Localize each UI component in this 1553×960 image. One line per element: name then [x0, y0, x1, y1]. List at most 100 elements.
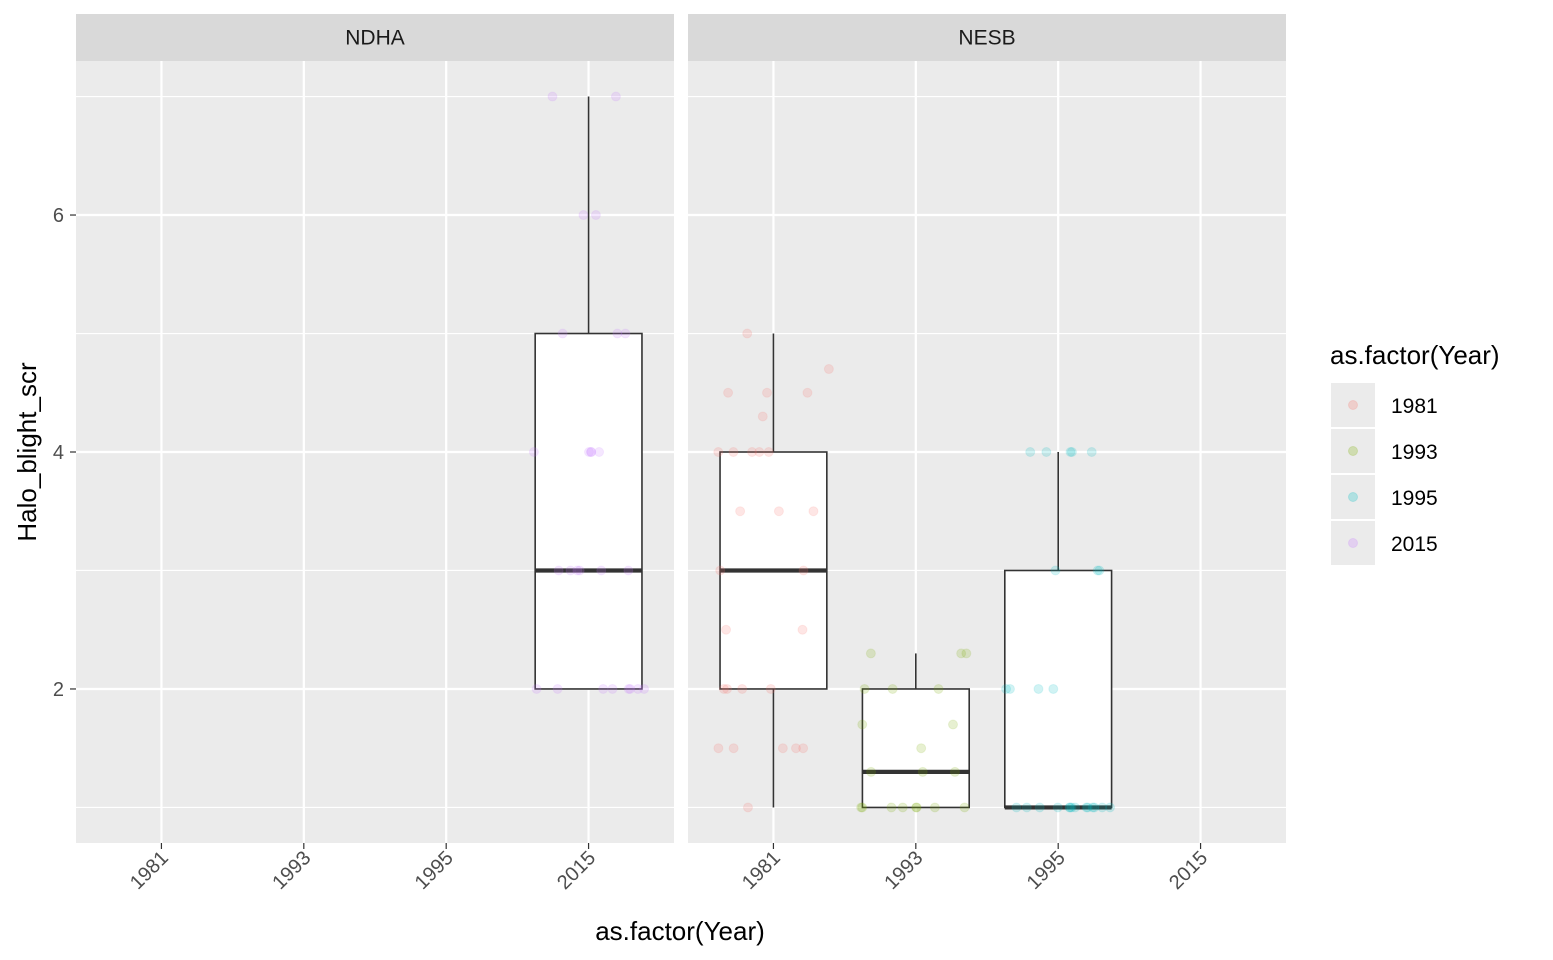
- data-point: [777, 743, 788, 754]
- data-point: [798, 743, 809, 754]
- y-tick-label: 6: [53, 205, 64, 227]
- legend-key-background: [1331, 475, 1375, 519]
- x-tick-label: 1995: [1023, 847, 1070, 894]
- data-point: [552, 683, 563, 694]
- legend-item-1981: 1981: [1331, 383, 1438, 427]
- box-body: [534, 332, 643, 690]
- data-point: [1089, 802, 1100, 813]
- legend-item-2015: 2015: [1331, 521, 1438, 565]
- data-point: [574, 565, 585, 576]
- data-point: [607, 683, 618, 694]
- x-axis-title: as.factor(Year): [595, 916, 765, 946]
- facet-strip: [688, 14, 1286, 61]
- data-point: [857, 802, 868, 813]
- data-point: [790, 743, 801, 754]
- data-point: [823, 364, 834, 375]
- data-point: [620, 328, 631, 339]
- data-point: [765, 683, 776, 694]
- legend-key-point: [1348, 492, 1358, 502]
- data-point: [586, 447, 597, 457]
- data-point: [959, 802, 970, 813]
- data-point: [612, 328, 623, 339]
- data-point: [754, 447, 765, 457]
- data-point: [590, 210, 601, 221]
- points-1993: [856, 648, 972, 813]
- data-point: [956, 648, 967, 659]
- data-point: [1001, 683, 1012, 694]
- data-point: [572, 565, 583, 576]
- data-point: [911, 802, 922, 813]
- data-point: [747, 447, 758, 457]
- data-point: [866, 766, 877, 777]
- data-point: [742, 802, 753, 813]
- boxplot-1993: [861, 653, 971, 809]
- boxplot-1981: [719, 333, 828, 808]
- legend-key-background: [1331, 383, 1375, 427]
- data-point: [929, 802, 940, 813]
- data-point: [1034, 802, 1045, 813]
- legend-label: 1981: [1391, 395, 1438, 418]
- data-point: [713, 743, 724, 754]
- data-point: [742, 328, 753, 339]
- data-point: [718, 683, 729, 694]
- x-tick-label: 2015: [553, 847, 600, 894]
- boxplot-2015: [534, 96, 643, 690]
- data-point: [1087, 802, 1098, 813]
- data-point: [598, 683, 609, 694]
- data-point: [1092, 565, 1103, 576]
- data-point: [949, 766, 960, 777]
- data-point: [721, 624, 732, 635]
- data-point: [1004, 683, 1015, 694]
- data-point: [735, 506, 746, 517]
- data-point: [1065, 802, 1076, 813]
- data-point: [1048, 683, 1059, 694]
- data-point: [547, 91, 558, 102]
- data-point: [586, 447, 597, 457]
- legend-label: 2015: [1391, 533, 1438, 556]
- x-tick-label: 1993: [880, 847, 927, 894]
- data-point: [610, 91, 621, 102]
- data-point: [887, 683, 898, 694]
- data-point: [1011, 802, 1022, 813]
- facet-strip-label: NDHA: [345, 27, 405, 50]
- facet-panel-nesb: NESB 1981 1993 1995 2015: [688, 14, 1286, 894]
- data-point: [897, 802, 908, 813]
- data-point: [1052, 802, 1063, 813]
- data-point: [757, 411, 768, 422]
- legend-key-background: [1331, 429, 1375, 473]
- facet-panels: NDHA 1981 1993 1995 2015 NESB 1981 1993 1995 2015: [76, 14, 1286, 894]
- data-point: [728, 447, 739, 457]
- data-point: [632, 683, 643, 694]
- legend-key-point: [1348, 446, 1358, 456]
- facet-panel-ndha: NDHA 1981 1993 1995 2015: [76, 14, 674, 894]
- y-axis-title: Halo_blight_scr: [12, 362, 42, 542]
- data-point: [557, 328, 568, 339]
- data-point: [859, 683, 870, 694]
- data-point: [1066, 447, 1077, 457]
- legend-key-background: [1331, 521, 1375, 565]
- data-point: [961, 648, 972, 659]
- data-point: [1097, 802, 1108, 813]
- data-point: [583, 447, 594, 457]
- facet-strip: [76, 14, 674, 61]
- data-point: [933, 683, 944, 694]
- data-point: [713, 447, 724, 457]
- x-tick-label: 1981: [738, 847, 785, 894]
- legend-label: 1993: [1391, 441, 1438, 464]
- data-point: [1105, 802, 1116, 813]
- data-point: [1081, 802, 1092, 813]
- boxplot-1995: [1003, 452, 1113, 810]
- data-point: [1021, 802, 1032, 813]
- legend-key-point: [1348, 400, 1358, 410]
- data-point: [639, 683, 650, 694]
- legend: as.factor(Year) 1981 1993 1995 2015: [1330, 340, 1500, 565]
- data-point: [723, 387, 734, 398]
- data-point: [917, 766, 928, 777]
- data-point: [802, 387, 813, 398]
- points-1981: [713, 328, 834, 813]
- y-tick-label: 2: [53, 679, 64, 701]
- data-point: [553, 565, 564, 576]
- facet-strip-label: NESB: [958, 27, 1015, 50]
- x-tick-label: 1993: [268, 847, 315, 894]
